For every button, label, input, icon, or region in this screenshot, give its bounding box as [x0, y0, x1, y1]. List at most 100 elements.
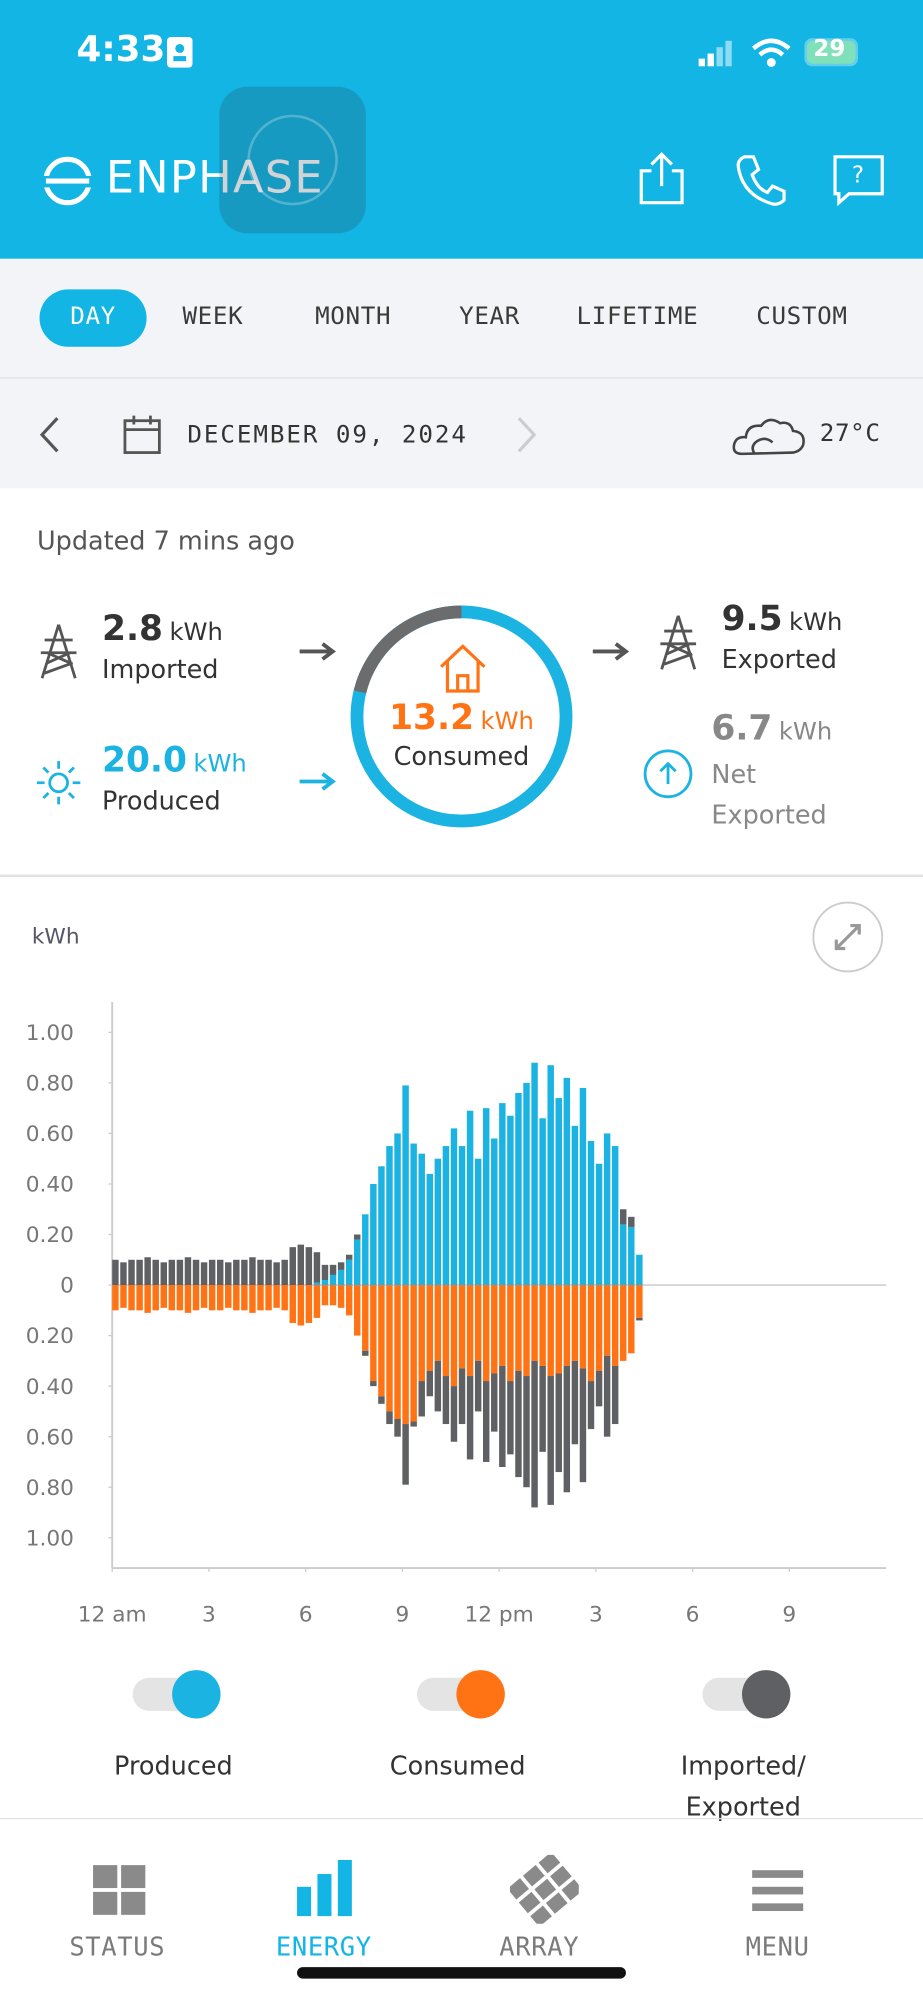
- nav-label[interactable]: ARRAY: [499, 1931, 580, 1963]
- bar: [297, 1244, 305, 1286]
- bar: [595, 1370, 603, 1407]
- bar: [603, 1133, 611, 1286]
- bar: [450, 1386, 458, 1442]
- exported-value: 9.5 kWh: [721, 599, 843, 639]
- updated-time: Updated 7 mins ago: [36, 525, 295, 556]
- bar: [152, 1259, 159, 1286]
- legend-toggle[interactable]: [130, 1666, 232, 1722]
- y-tick-label: 0.40: [26, 1173, 74, 1198]
- next-day[interactable]: [512, 414, 540, 455]
- bar: [112, 1285, 119, 1311]
- share-button[interactable]: [635, 150, 689, 206]
- bar: [386, 1285, 393, 1412]
- bar: [587, 1381, 595, 1430]
- bar: [329, 1274, 337, 1286]
- bar: [305, 1285, 313, 1323]
- x-tick-label: 9: [395, 1603, 409, 1628]
- tab[interactable]: DAY: [70, 302, 116, 331]
- nav-label[interactable]: STATUS: [69, 1931, 166, 1963]
- nav-label[interactable]: MENU: [745, 1931, 810, 1963]
- tab[interactable]: YEAR: [459, 302, 520, 331]
- bar: [216, 1285, 224, 1311]
- bar: [402, 1424, 409, 1485]
- bar: [434, 1285, 442, 1361]
- bar: [418, 1285, 425, 1382]
- divider: [0, 874, 923, 878]
- bar: [378, 1166, 385, 1286]
- bar: [571, 1285, 579, 1361]
- bar: [241, 1259, 248, 1286]
- bar: [345, 1285, 353, 1316]
- tab[interactable]: MONTH: [315, 302, 392, 331]
- bar: [555, 1285, 562, 1374]
- bar: [579, 1285, 587, 1369]
- bar: [611, 1146, 619, 1286]
- bar: [499, 1103, 506, 1286]
- bar: [636, 1254, 643, 1286]
- bar: [362, 1285, 369, 1351]
- bar: [499, 1365, 506, 1467]
- bar: [200, 1262, 208, 1286]
- bar: [426, 1285, 434, 1371]
- nav-label[interactable]: ENERGY: [275, 1931, 372, 1963]
- y-axis-title: kWh: [31, 924, 80, 950]
- expand-button[interactable]: [811, 900, 887, 976]
- tab[interactable]: CUSTOM: [756, 302, 848, 331]
- bar: [547, 1376, 554, 1505]
- legend-toggle[interactable]: [414, 1666, 516, 1722]
- x-tick-label: 6: [299, 1603, 313, 1628]
- bar: [603, 1285, 611, 1356]
- bar: [571, 1125, 579, 1286]
- bar: [200, 1285, 208, 1308]
- legend-label: Produced: [114, 1750, 233, 1781]
- bar: [313, 1282, 321, 1286]
- bar: [563, 1365, 571, 1493]
- bar: [458, 1368, 466, 1425]
- calendar-icon[interactable]: [122, 414, 163, 455]
- bar: [370, 1183, 377, 1286]
- legend-toggle[interactable]: [700, 1666, 802, 1722]
- call-button[interactable]: [734, 153, 788, 207]
- bar: [128, 1259, 135, 1286]
- bar: [620, 1285, 627, 1361]
- bar: [354, 1239, 361, 1286]
- produced-value: 20.0 kWh: [101, 740, 247, 781]
- bar: [112, 1259, 119, 1286]
- bar: [362, 1350, 369, 1356]
- bar: [394, 1133, 401, 1286]
- bar: [313, 1252, 321, 1283]
- net-icon: [643, 749, 693, 799]
- tab-bar: [0, 258, 923, 379]
- net-value: 6.7 kWh: [711, 708, 833, 749]
- bar: [378, 1396, 385, 1404]
- tab-selected: [39, 289, 147, 347]
- bar: [305, 1247, 313, 1286]
- bar: [281, 1285, 288, 1311]
- y-tick-label: 0.20: [26, 1223, 74, 1248]
- bar: [281, 1259, 288, 1286]
- tab[interactable]: LIFETIME: [576, 302, 699, 331]
- exported-label: Exported: [721, 643, 837, 675]
- energy-icon[interactable]: [296, 1859, 355, 1918]
- y-tick-label: 0.60: [26, 1122, 74, 1147]
- prev-day[interactable]: [36, 414, 64, 455]
- assistive-touch[interactable]: [219, 86, 366, 234]
- bar: [120, 1285, 127, 1308]
- bar: [507, 1381, 514, 1455]
- array-icon[interactable]: [509, 1854, 579, 1924]
- tab[interactable]: WEEK: [182, 302, 244, 331]
- bar: [362, 1214, 369, 1286]
- help-button[interactable]: ?: [831, 153, 887, 207]
- menu-icon[interactable]: [751, 1869, 805, 1915]
- legend-label: Consumed: [389, 1750, 526, 1781]
- status-icon[interactable]: [92, 1864, 148, 1918]
- battery-level: 29: [813, 35, 846, 63]
- bar: [337, 1262, 345, 1270]
- ring-imported: [353, 605, 462, 694]
- bar: [192, 1259, 200, 1286]
- bar: [628, 1226, 635, 1286]
- bar: [547, 1065, 554, 1286]
- bar: [216, 1259, 224, 1286]
- bar: [450, 1128, 458, 1286]
- bar: [426, 1173, 434, 1286]
